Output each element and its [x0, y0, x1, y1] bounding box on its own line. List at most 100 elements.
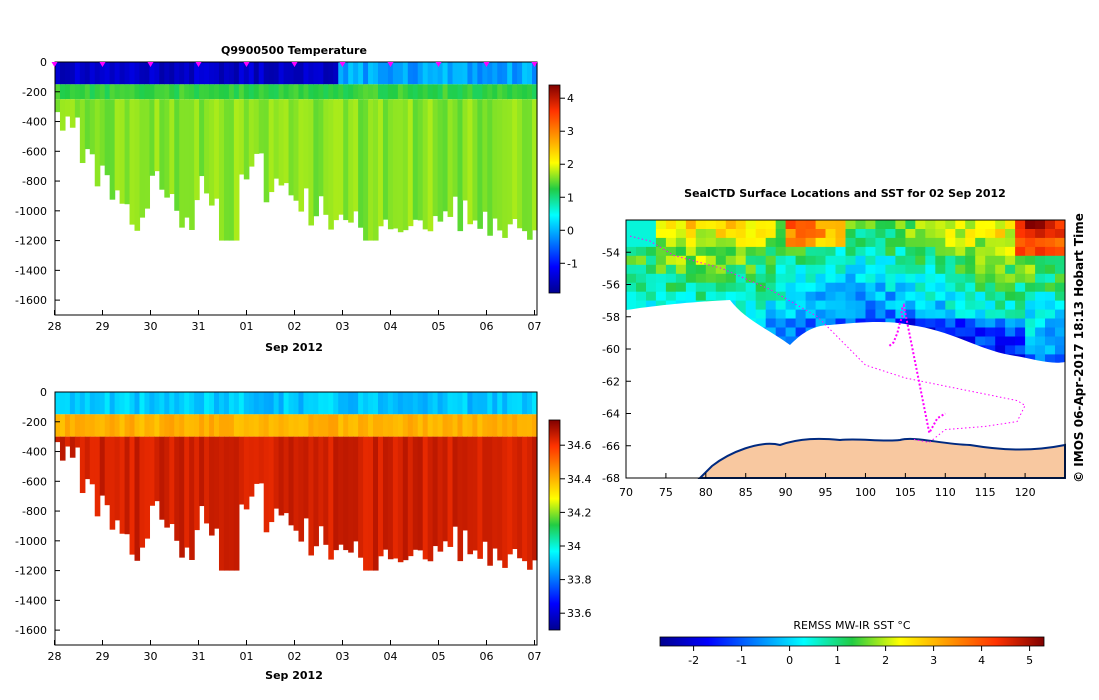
section-cell: [184, 99, 190, 218]
section-cell: [318, 84, 324, 100]
section-cell: [278, 392, 285, 415]
section-cell: [318, 99, 324, 197]
sst-cell: [1025, 282, 1036, 293]
section-cell: [194, 414, 200, 437]
sst-cell: [665, 264, 677, 275]
sst-cell: [725, 264, 737, 275]
profile-marker: [195, 62, 202, 67]
section-cell: [392, 392, 399, 415]
section-cell: [149, 414, 155, 437]
x-tick-label: 31: [192, 320, 206, 333]
sst-cell: [775, 300, 787, 311]
section-cell: [154, 62, 160, 85]
sst-cell: [855, 309, 866, 320]
section-cell: [432, 436, 439, 547]
section-cell: [159, 392, 165, 415]
section-cell: [104, 99, 111, 176]
sst-cell: [815, 318, 827, 328]
sst-cell: [925, 246, 936, 257]
section-cell: [358, 414, 364, 437]
section-cell: [283, 414, 290, 437]
sst-cell: [795, 220, 807, 230]
sst-cell: [895, 309, 906, 320]
section-cell: [69, 84, 76, 100]
section-cell: [487, 84, 493, 100]
section-cell: [308, 84, 314, 100]
section-cell: [199, 414, 205, 437]
sst-cell: [955, 309, 966, 320]
section-cell: [328, 62, 334, 85]
sst-cell: [775, 220, 787, 230]
sst-cell: [655, 255, 667, 266]
sst-cell: [655, 291, 667, 302]
section-cell: [268, 62, 275, 85]
section-cell: [199, 392, 205, 415]
section-cell: [154, 436, 160, 502]
sst-cell: [685, 291, 697, 302]
sst-cell: [905, 273, 916, 284]
section-cell: [298, 414, 305, 437]
sst-cell: [775, 282, 787, 293]
sst-cell: [1035, 264, 1046, 275]
section-cell: [397, 436, 404, 563]
section-cell: [442, 62, 449, 85]
sst-cell: [935, 282, 946, 293]
sst-cell: [985, 300, 996, 311]
section-cell: [308, 392, 314, 415]
lat-tick-label: -56: [602, 279, 620, 292]
section-cell: [189, 84, 195, 100]
section-cell: [204, 62, 210, 85]
section-cell: [447, 414, 454, 437]
section-cell: [358, 436, 364, 558]
sst-cell: [885, 264, 896, 275]
section-cell: [467, 84, 473, 100]
sst-cell: [925, 300, 936, 311]
lat-tick-label: -58: [602, 311, 620, 324]
section-cell: [149, 84, 155, 100]
section-cell: [397, 84, 404, 100]
sst-cell: [725, 291, 737, 302]
section-cell: [457, 436, 464, 562]
section-cell: [94, 84, 101, 100]
sst-cell: [1035, 327, 1046, 337]
sst-cell: [895, 255, 906, 266]
section-cell: [323, 392, 329, 415]
sst-cell: [755, 300, 767, 311]
sst-cell: [675, 282, 687, 293]
sst-cell: [1005, 220, 1016, 230]
sst-cell: [745, 220, 757, 230]
sst-cell: [735, 291, 747, 302]
sst-cell: [875, 255, 886, 266]
section-cell: [373, 99, 379, 241]
section-cell: [94, 392, 101, 415]
section-cell: [437, 436, 444, 552]
sst-cell: [995, 336, 1006, 346]
sst-cell: [795, 273, 807, 284]
sst-cell: [655, 282, 667, 293]
sst-cell: [985, 237, 996, 248]
section-cell: [502, 99, 508, 238]
section-cell: [144, 436, 151, 539]
section-cell: [268, 84, 275, 100]
y-tick-label: -1400: [15, 594, 47, 607]
sst-cell: [875, 273, 886, 284]
sst-cell: [965, 237, 976, 248]
sst-cell: [795, 246, 807, 257]
sst-cell: [875, 220, 886, 230]
sst-cell: [975, 264, 986, 275]
sst-colorbar-tick-label: 3: [930, 654, 937, 667]
section-cell: [452, 414, 459, 437]
sst-cell: [785, 291, 797, 302]
section-cell: [104, 414, 111, 437]
section-cell: [293, 62, 300, 85]
section-cell: [283, 99, 290, 184]
sst-cell: [675, 291, 687, 302]
sst-cell: [875, 264, 886, 275]
sst-cell: [865, 255, 876, 266]
section-cell: [517, 436, 523, 559]
section-cell: [432, 414, 439, 437]
section-cell: [248, 414, 255, 437]
section-cell: [343, 392, 349, 415]
sst-cell: [1045, 318, 1056, 328]
section-cell: [114, 436, 121, 521]
